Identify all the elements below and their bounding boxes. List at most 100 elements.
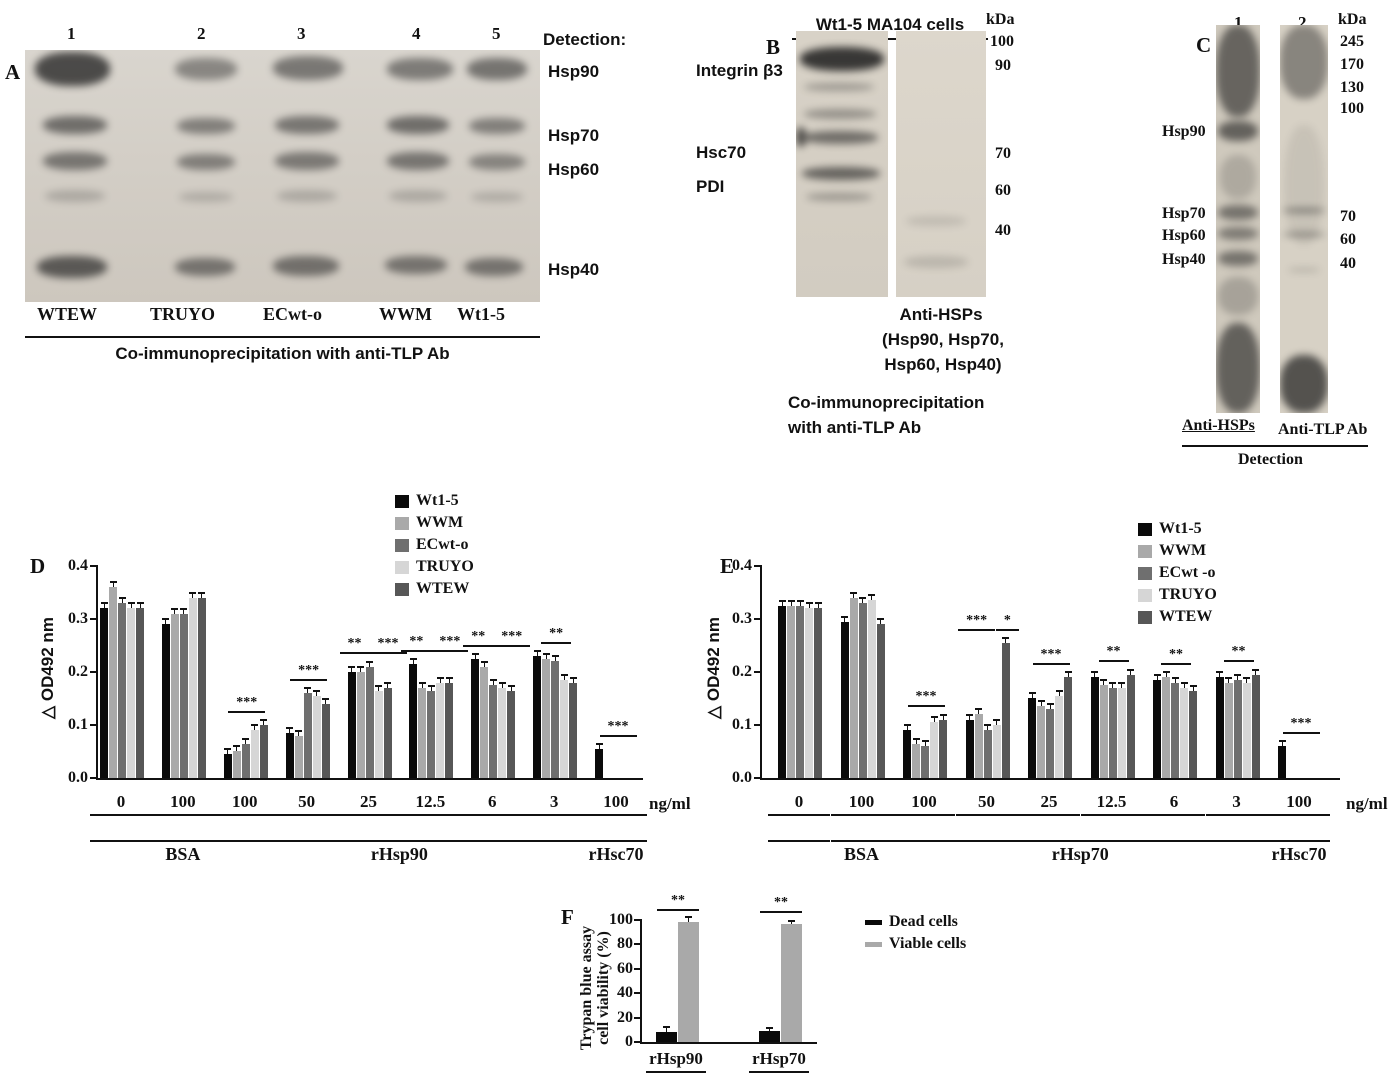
error-bar	[595, 743, 603, 749]
lane-number-1: 1	[1234, 13, 1243, 32]
error-bar	[242, 738, 250, 744]
y-axis-tick-label: 0.2	[68, 663, 88, 680]
legend-item: Wt1-5	[1138, 520, 1217, 538]
legend-swatch	[395, 538, 409, 552]
blot-band	[1216, 323, 1260, 413]
bar-Wt1-5	[533, 656, 542, 778]
blot-band	[387, 58, 453, 80]
x-axis-group-label: 100	[585, 792, 647, 816]
detection-caption: Detection	[1238, 451, 1303, 468]
bar-TRUYO	[805, 608, 813, 778]
error-bar	[663, 1026, 670, 1032]
bar-WWM	[974, 714, 983, 778]
legend-item: WWM	[1138, 542, 1217, 560]
band-label-hsp40: Hsp40	[548, 260, 600, 279]
bar-ECwt-o	[365, 667, 374, 778]
legend-item: TRUYO	[395, 558, 474, 576]
blot-band	[802, 167, 880, 180]
y-axis-tickmark	[754, 565, 762, 567]
kda-marker-90: 90	[995, 57, 1011, 74]
panel-d-letter: D	[30, 554, 46, 578]
bar-WTEW	[1001, 643, 1010, 778]
panel-b-letter: B	[766, 35, 781, 59]
protein-label-hsc70: Hsc70	[696, 143, 747, 162]
x-axis-group-label: 100	[1268, 792, 1330, 816]
divider-line	[1182, 445, 1368, 447]
error-bar	[850, 592, 857, 598]
error-bar	[198, 592, 206, 598]
bar-ECwt-o	[118, 603, 126, 778]
legend-item: WTEW	[395, 580, 474, 598]
band-label-hsp90: Hsp90	[548, 62, 600, 81]
y-axis-tick-label: 60	[617, 959, 633, 977]
error-bar	[542, 653, 550, 659]
bar-Wt1-5	[285, 733, 294, 778]
error-bar	[1189, 685, 1197, 691]
legend-item: WTEW	[1138, 608, 1217, 626]
blot-band	[1218, 251, 1258, 266]
treatment-label-rHsp70: rHsp70	[893, 840, 1268, 865]
legend-swatch	[1138, 544, 1152, 558]
blot-band	[465, 258, 523, 276]
error-bar	[766, 1027, 773, 1031]
band-label-hsp60: Hsp60	[548, 160, 600, 179]
error-bar	[1037, 700, 1045, 706]
y-axis-tick-label: 0.3	[68, 610, 88, 627]
bar-WTEW	[136, 608, 144, 778]
treatment-label-rHsc70: rHsc70	[585, 840, 647, 865]
error-bar	[1127, 669, 1134, 675]
error-bar	[357, 666, 364, 672]
error-bar	[418, 682, 426, 688]
error-bar	[286, 727, 294, 733]
bar-TRUYO	[560, 680, 569, 778]
kda-marker-100: 100	[990, 33, 1014, 50]
error-bar	[489, 679, 497, 685]
error-bar	[366, 661, 373, 667]
lane-number-2: 2	[1298, 13, 1307, 32]
y-axis-tick-label: 20	[617, 1008, 633, 1026]
legend-label: Viable cells	[889, 935, 967, 952]
x-axis-group-label: 0	[90, 792, 152, 816]
bar-WWM	[787, 606, 795, 778]
error-bar	[1243, 677, 1250, 683]
bar-WWM	[1162, 677, 1170, 778]
error-bar	[233, 745, 241, 751]
error-bar	[1002, 637, 1009, 643]
error-bar	[903, 724, 911, 730]
error-bar	[975, 708, 982, 714]
legend-swatch	[395, 560, 409, 574]
error-bar	[162, 618, 170, 624]
anti-hsps-sublabel-2: Hsp60, Hsp40)	[884, 355, 1002, 374]
significance-marker: **	[760, 896, 802, 913]
anti-hsps-label: Anti-HSPs	[899, 305, 983, 324]
error-bar	[569, 677, 577, 683]
x-axis-group-label: 6	[461, 792, 524, 816]
bar-WTEW	[939, 720, 947, 778]
x-axis-group-label: rHsp90	[646, 1049, 706, 1073]
treatment-label-BSA: BSA	[830, 840, 893, 865]
significance-marker: ***	[958, 614, 996, 631]
lane-label-truyo: TRUYO	[150, 304, 216, 324]
bar-WTEW	[1189, 691, 1197, 778]
y-axis-tick-label: 0	[625, 1033, 633, 1050]
bar-Wt1-5	[965, 720, 974, 778]
y-axis-tick-label: 0.0	[732, 769, 752, 786]
y-axis-tickmark	[90, 565, 98, 567]
error-bar	[1180, 682, 1188, 688]
treatment-label-rHsc70: rHsc70	[1268, 840, 1330, 865]
error-bar	[118, 597, 126, 603]
error-bar	[1100, 679, 1107, 685]
error-bar	[1216, 671, 1223, 677]
significance-group: ***	[216, 696, 278, 713]
x-axis-group-label: 12.5	[399, 792, 462, 816]
bar-TRUYO	[250, 730, 259, 778]
error-bar	[189, 592, 197, 598]
lane-number-2: 2	[197, 24, 206, 43]
bar-ECwt -o	[1108, 688, 1117, 778]
error-bar	[868, 594, 875, 600]
significance-marker: *	[995, 614, 1019, 631]
bar-WTEW	[197, 598, 206, 778]
blot-band	[1218, 205, 1258, 220]
significance-marker: ***	[493, 630, 531, 647]
blot-band	[802, 131, 878, 144]
